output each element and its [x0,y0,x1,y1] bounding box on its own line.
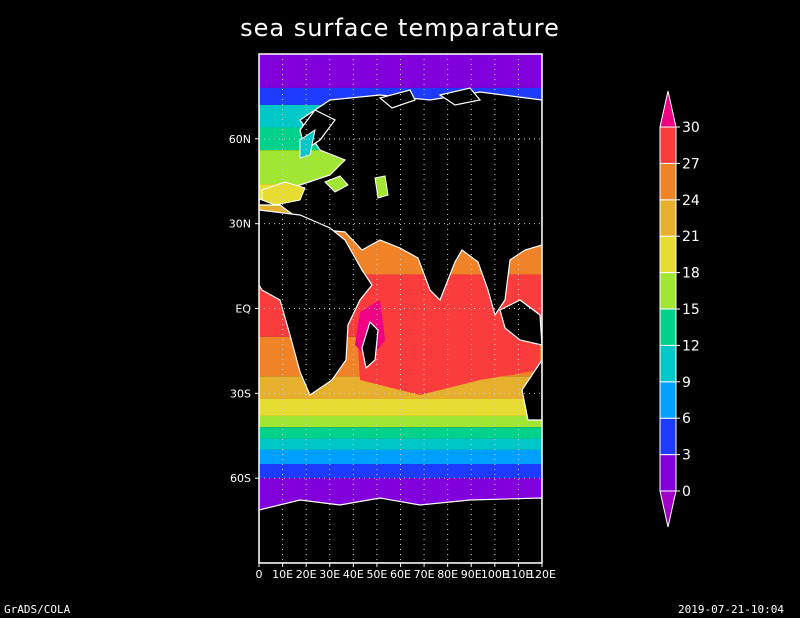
colorbar-label: 27 [682,156,700,172]
colorbar-label: 3 [682,448,691,464]
landmass [438,87,482,106]
colorbar-segment [659,308,677,346]
colorbar-label: 24 [682,193,700,209]
sst-band [259,449,542,465]
caspian-sea [374,175,389,199]
colorbar-label: 12 [682,338,700,354]
colorbar-segment [659,199,677,237]
landmass [259,497,542,563]
lon-label: 70E [414,568,435,581]
lat-label: EQ [235,303,251,316]
lat-label: 60S [230,472,251,485]
lon-label: 10E [272,568,293,581]
landmass [521,358,542,421]
footer-credit: GrADS/COLA [4,603,71,616]
landmass [378,89,416,109]
black-sea [324,175,349,193]
lon-label: 20E [296,568,317,581]
landmass [499,299,542,346]
lon-label: 90E [461,568,482,581]
sst-band [259,415,542,428]
map-title: sea surface temparature [240,14,560,42]
latitude-labels: 60N 30N EQ 30S 60S [229,133,259,485]
colorbar-label: 30 [682,120,700,136]
colorbar-label: 15 [682,302,700,318]
landmass [259,91,542,317]
lon-label: 40E [343,568,364,581]
lon-label: 80E [437,568,458,581]
colorbar-label: 0 [682,484,691,500]
lon-label: 30E [319,568,340,581]
colorbar-segment [659,272,677,310]
colorbar-segment [659,417,677,456]
graticule [259,54,542,563]
colorbar-segment [659,126,677,164]
lon-label: 120E [528,568,556,581]
colorbar-label: 18 [682,266,700,282]
lon-label: 60E [390,568,411,581]
landmass [259,209,373,396]
colorbar-segment [659,162,677,201]
lon-label: 0 [256,568,263,581]
colorbar-segment [659,344,677,383]
colorbar: 0 3 6 9 12 15 18 21 24 27 30 [659,90,700,528]
colorbar-label: 9 [682,375,691,391]
baltic-sea [299,128,316,159]
footer-timestamp: 2019-07-21-10:04 [678,603,784,616]
landmass [361,320,379,370]
lon-label: 100E [481,568,509,581]
colorbar-segment [659,235,677,274]
lat-label: 60N [229,133,251,146]
mediterranean-sea [261,181,306,206]
colorbar-segment [659,454,677,492]
lon-label: 50E [366,568,387,581]
colorbar-segment [659,381,677,419]
lat-label: 30S [230,387,251,400]
lon-label: 110E [504,568,532,581]
sst-map: 60N 30N EQ 30S 60S 0 10E 20E 30E 40E 50E 60E 70E 80E… [229,53,700,581]
colorbar-min-arrow [659,490,677,528]
sst-band [259,398,542,416]
sst-band [259,464,542,479]
colorbar-label: 6 [682,411,691,427]
sst-band [259,427,542,439]
colorbar-label: 21 [682,229,700,245]
colorbar-max-arrow [659,90,677,128]
lat-label: 30N [229,218,251,231]
